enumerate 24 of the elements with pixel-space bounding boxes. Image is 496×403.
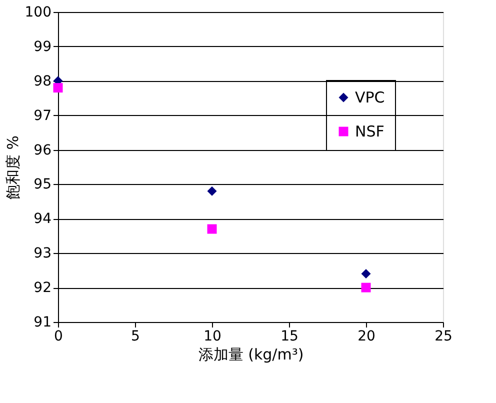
- y-tick-label: 97: [34, 108, 52, 124]
- y-tick-label: 91: [34, 314, 52, 330]
- x-tick-label: 5: [131, 328, 140, 344]
- x-tick-label: 0: [54, 328, 63, 344]
- legend-label: VPC: [355, 88, 385, 106]
- y-tick-label: 95: [34, 176, 52, 193]
- x-tick-label: 10: [204, 328, 222, 344]
- y-tick-label: 94: [34, 211, 52, 228]
- y-tick-label: 92: [34, 280, 52, 296]
- y-tick-label: 100: [24, 4, 52, 20]
- legend-label: NSF: [355, 122, 384, 140]
- x-axis-title: 添加量 (kg/m³): [198, 346, 304, 364]
- y-tick-label: 98: [34, 73, 52, 90]
- y-tick-label: 93: [34, 246, 52, 262]
- x-tick-label: 15: [280, 328, 298, 344]
- point: [207, 186, 217, 196]
- y-tick-label: 96: [34, 142, 52, 158]
- point: [361, 269, 371, 279]
- x-tick-label: 25: [434, 328, 452, 344]
- y-axis-title: 飽和度 %: [4, 135, 22, 200]
- y-tick-label: 99: [34, 38, 52, 55]
- point: [207, 224, 217, 234]
- x-tick-label: 20: [358, 328, 376, 344]
- point: [361, 282, 371, 292]
